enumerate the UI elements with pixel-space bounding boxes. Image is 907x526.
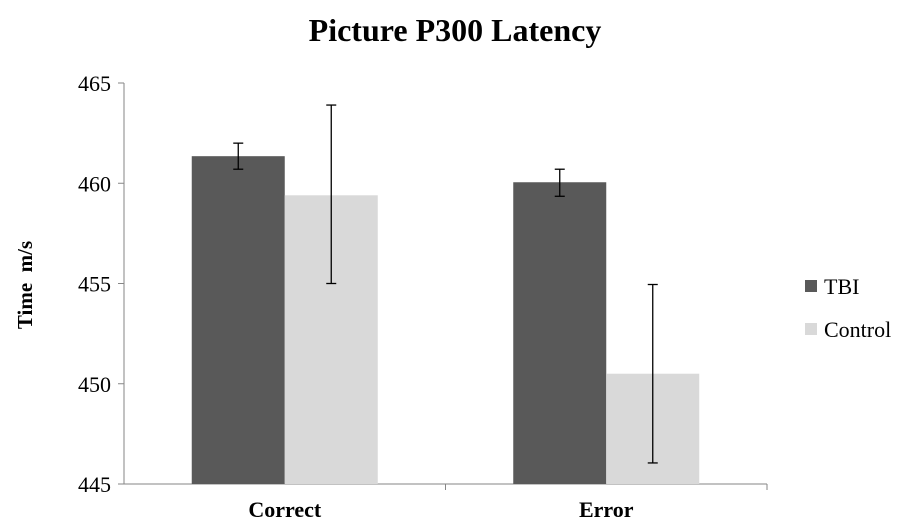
plot-area: 445 450 455 460 465 Correct Error [78,71,768,522]
y-tick-label: 455 [78,272,111,297]
legend-label: TBI [824,274,859,299]
chart-title: Picture P300 Latency [309,12,602,48]
y-tick-label: 460 [78,171,111,196]
y-axis-label: Time m/s [13,241,37,329]
bar-tbi-correct [191,156,285,484]
legend-swatch [805,280,817,292]
bar-tbi-error [513,182,607,484]
x-tick-label: Correct [248,497,322,522]
y-tick-label: 445 [78,472,111,497]
legend-label: Control [824,317,891,342]
legend: TBI Control [805,274,891,342]
legend-swatch [805,323,817,335]
x-tick-label: Error [579,497,634,522]
y-tick-label: 465 [78,71,111,96]
y-tick-label: 450 [78,372,111,397]
